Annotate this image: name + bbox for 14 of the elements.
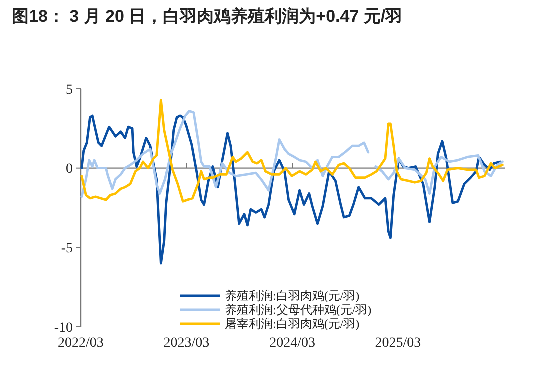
- y-tick-label: -10: [54, 320, 73, 336]
- line-series: [80, 114, 502, 265]
- legend-label: 屠宰利润:白羽肉鸡(元/羽): [225, 317, 360, 332]
- y-tick-label: 0: [66, 162, 73, 178]
- chart-title: 图18： 3 月 20 日，白羽肉鸡养殖利润为+0.47 元/羽: [12, 7, 403, 26]
- y-tick-label: 5: [66, 82, 73, 98]
- legend-label: 养殖利润:父母代种鸡(元/羽): [225, 303, 372, 318]
- x-tick-label: 2024/03: [270, 336, 316, 351]
- x-tick-label: 2023/03: [164, 336, 210, 351]
- line-series: [80, 98, 504, 203]
- legend-label: 养殖利润:白羽肉鸡(元/羽): [225, 289, 360, 304]
- x-tick-label: 2022/03: [58, 336, 104, 351]
- y-tick-label: -5: [61, 242, 73, 257]
- x-tick-label: 2025/03: [375, 336, 422, 351]
